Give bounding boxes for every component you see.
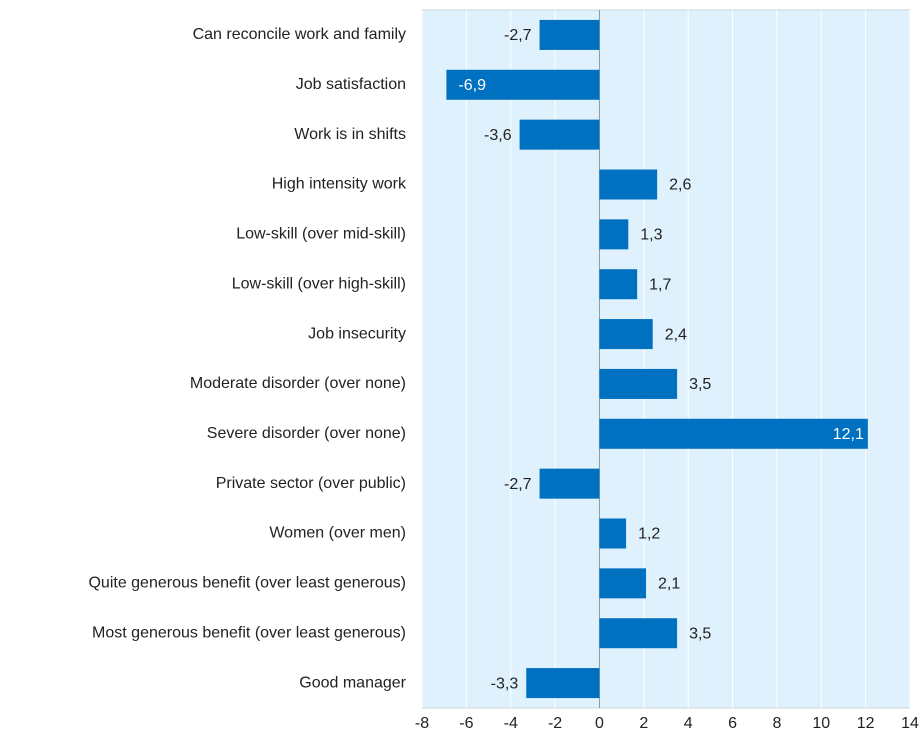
x-tick-label: -2 — [548, 715, 562, 732]
x-tick-label: -6 — [459, 715, 473, 732]
y-tick-label: Low-skill (over high-skill) — [232, 275, 406, 292]
value-label: -6,9 — [458, 77, 486, 94]
bar — [599, 269, 638, 300]
x-tick-label: 8 — [772, 715, 781, 732]
bar — [539, 468, 600, 499]
value-label: 2,1 — [658, 576, 680, 593]
y-tick-label: Job insecurity — [308, 325, 406, 342]
bar — [519, 119, 600, 150]
x-tick-label: 12 — [857, 715, 875, 732]
bar — [446, 69, 600, 100]
y-tick-label: Low-skill (over mid-skill) — [236, 226, 406, 243]
y-tick-label: Job satisfaction — [296, 76, 406, 93]
value-label: 2,6 — [669, 177, 691, 194]
y-tick-label: High intensity work — [272, 176, 407, 193]
y-tick-label: Most generous benefit (over least genero… — [92, 624, 406, 641]
value-label: 3,5 — [689, 625, 711, 642]
bar — [599, 319, 653, 350]
bar — [599, 418, 868, 449]
bar — [539, 19, 600, 50]
x-tick-label: 6 — [728, 715, 737, 732]
bar — [599, 368, 678, 399]
bar — [599, 618, 678, 649]
x-tick-label: 10 — [812, 715, 830, 732]
value-label: 1,7 — [649, 276, 671, 293]
x-tick-label: 4 — [684, 715, 693, 732]
plot-area — [421, 9, 911, 709]
value-label: 1,3 — [640, 227, 662, 244]
x-tick-label: 14 — [901, 715, 919, 732]
value-label: 3,5 — [689, 376, 711, 393]
x-tick-label: -8 — [415, 715, 429, 732]
x-tick-label: -4 — [504, 715, 518, 732]
bar — [526, 668, 600, 699]
bar — [599, 219, 629, 250]
y-tick-label: Good manager — [299, 674, 406, 691]
y-tick-label: Moderate disorder (over none) — [190, 375, 406, 392]
bar — [599, 568, 647, 599]
y-tick-label: Quite generous benefit (over least gener… — [88, 575, 406, 592]
value-label: 2,4 — [665, 326, 687, 343]
value-label: 12,1 — [833, 426, 864, 443]
y-tick-label: Severe disorder (over none) — [207, 425, 406, 442]
y-tick-label: Can reconcile work and family — [193, 26, 406, 43]
value-label: -2,7 — [504, 476, 532, 493]
bar — [599, 169, 658, 200]
y-tick-label: Work is in shifts — [294, 126, 406, 143]
value-label: -2,7 — [504, 27, 532, 44]
value-label: -3,6 — [484, 127, 512, 144]
value-label: -3,3 — [491, 675, 519, 692]
bar — [599, 518, 627, 549]
value-label: 1,2 — [638, 526, 660, 543]
x-tick-label: 2 — [639, 715, 648, 732]
y-tick-label: Women (over men) — [269, 525, 406, 542]
x-tick-label: 0 — [595, 715, 604, 732]
y-tick-label: Private sector (over public) — [216, 475, 406, 492]
